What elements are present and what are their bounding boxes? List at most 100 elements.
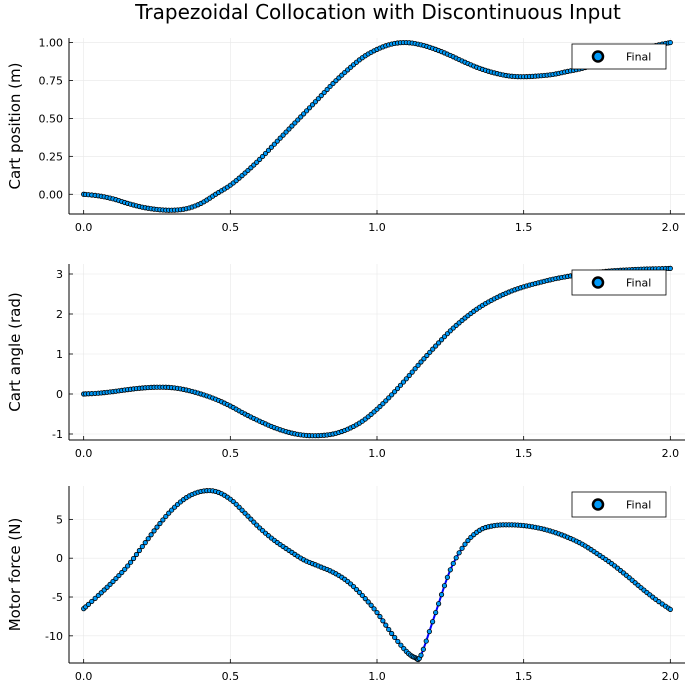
data-point bbox=[362, 596, 368, 602]
data-point bbox=[139, 543, 145, 550]
legend: Final bbox=[571, 43, 667, 70]
y-axis-label: Cart angle (rad) bbox=[6, 292, 24, 411]
data-point bbox=[424, 352, 430, 359]
data-point bbox=[418, 652, 424, 658]
data-point bbox=[383, 622, 389, 628]
data-point bbox=[89, 598, 95, 605]
y-tick-label: 2 bbox=[56, 308, 63, 321]
data-point bbox=[429, 619, 436, 625]
x-tick-label: 1.0 bbox=[368, 670, 386, 683]
data-point bbox=[142, 540, 148, 546]
data-point bbox=[359, 592, 365, 599]
data-point bbox=[667, 39, 673, 46]
data-point bbox=[133, 551, 140, 558]
data-point bbox=[128, 559, 134, 565]
x-tick-label: 0.5 bbox=[222, 221, 240, 234]
data-point bbox=[397, 382, 404, 388]
data-point bbox=[421, 356, 427, 362]
data-point bbox=[441, 583, 448, 589]
legend-box bbox=[571, 491, 667, 518]
data-point bbox=[656, 599, 662, 605]
data-point bbox=[315, 96, 321, 102]
data-point bbox=[248, 516, 254, 522]
data-point bbox=[435, 601, 442, 607]
data-point bbox=[122, 566, 128, 572]
data-point bbox=[245, 513, 251, 519]
x-tick-label: 0.5 bbox=[222, 447, 240, 460]
data-point bbox=[667, 265, 673, 271]
data-point bbox=[441, 334, 448, 340]
data-point bbox=[356, 589, 362, 595]
y-tick-label: 1.00 bbox=[39, 37, 64, 50]
data-point bbox=[374, 609, 380, 616]
data-point bbox=[119, 569, 125, 576]
data-point bbox=[274, 138, 280, 144]
data-point bbox=[386, 626, 392, 633]
data-point bbox=[303, 108, 310, 114]
x-tick-label: 1.5 bbox=[515, 670, 533, 683]
data-point bbox=[145, 536, 151, 542]
data-point bbox=[324, 86, 330, 93]
data-point bbox=[438, 592, 445, 598]
y-tick-label: -5 bbox=[52, 591, 63, 604]
legend-box bbox=[571, 43, 667, 70]
data-point bbox=[453, 555, 459, 561]
data-point bbox=[398, 642, 404, 648]
x-tick-label: 1.5 bbox=[515, 447, 533, 460]
y-tick-label: 0.75 bbox=[39, 74, 64, 87]
data-point bbox=[265, 147, 272, 153]
data-point bbox=[259, 153, 266, 160]
y-tick-label: -1 bbox=[52, 428, 63, 441]
data-point bbox=[113, 575, 119, 582]
data-point bbox=[371, 606, 377, 612]
subplot-2: 0.0 0.5 1.0 1.5 2.0 -1 0 1 2 3 Cart angle (rad) Fin… bbox=[6, 264, 685, 460]
data-point bbox=[394, 385, 401, 392]
data-point bbox=[92, 595, 98, 601]
x-tick-label: 1.5 bbox=[515, 221, 533, 234]
data-point bbox=[116, 572, 122, 579]
x-tick-label: 2.0 bbox=[662, 670, 680, 683]
data-point bbox=[280, 132, 286, 138]
data-point bbox=[236, 504, 242, 510]
data-point bbox=[389, 392, 395, 398]
subplots: 0.0 0.5 1.0 1.5 2.00.000.250.500.751.00Cart … bbox=[6, 37, 685, 683]
data-point bbox=[412, 366, 418, 372]
data-point bbox=[292, 120, 298, 126]
data-point bbox=[465, 537, 471, 544]
y-tick-label: 0.25 bbox=[39, 150, 64, 163]
legend-box bbox=[571, 269, 667, 296]
y-tick-label: -10 bbox=[45, 630, 63, 643]
legend-label: Final bbox=[626, 277, 651, 290]
data-point bbox=[286, 126, 292, 132]
data-point bbox=[389, 630, 395, 637]
x-tick-label: 2.0 bbox=[662, 447, 680, 460]
data-point bbox=[309, 102, 316, 108]
legend-label: Final bbox=[626, 51, 651, 64]
data-point bbox=[459, 545, 465, 551]
data-point bbox=[392, 634, 398, 641]
data-point bbox=[391, 389, 398, 395]
y-tick-label: 5 bbox=[56, 513, 63, 526]
data-point bbox=[368, 602, 374, 608]
data-point bbox=[420, 646, 426, 652]
figure-title: Trapezoidal Collocation with Discontinuo… bbox=[134, 0, 621, 24]
data-point bbox=[423, 638, 429, 644]
data-point bbox=[251, 519, 257, 525]
data-point bbox=[163, 513, 169, 520]
data-point bbox=[406, 372, 412, 379]
x-tick-label: 1.0 bbox=[368, 447, 386, 460]
data-point bbox=[154, 524, 160, 530]
data-point bbox=[667, 606, 673, 613]
data-point bbox=[435, 340, 442, 346]
data-point bbox=[295, 117, 301, 123]
data-point bbox=[262, 150, 269, 157]
data-point bbox=[409, 369, 415, 375]
data-point bbox=[430, 346, 436, 352]
legend-marker bbox=[591, 50, 605, 63]
data-point bbox=[271, 141, 277, 147]
y-axis-label: Motor force (N) bbox=[6, 518, 24, 632]
y-tick-label: 0 bbox=[56, 552, 63, 565]
data-point bbox=[403, 376, 409, 382]
data-point bbox=[136, 547, 142, 554]
